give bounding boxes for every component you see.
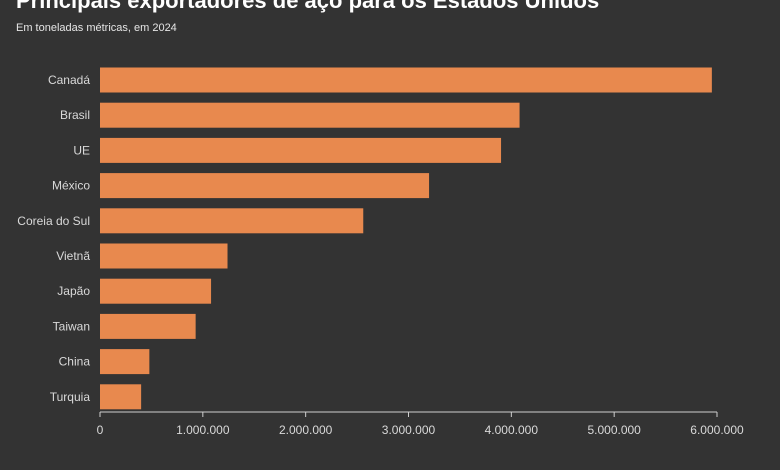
chart-title: Principais exportadores de aço para os E… — [16, 0, 600, 13]
bar-taiwan — [100, 313, 196, 339]
category-label-vietna: Vietnã — [56, 249, 90, 263]
category-label-ue: UE — [73, 143, 90, 157]
bar-mexico — [100, 173, 430, 199]
bar-japao — [100, 278, 212, 304]
category-label-coreia-do-sul: Coreia do Sul — [17, 214, 90, 228]
category-label-turquia: Turquia — [50, 390, 91, 404]
x-tick-label: 1.000.000 — [176, 423, 230, 437]
bar-ue — [100, 137, 502, 163]
x-tick-label: 6.000.000 — [690, 423, 744, 437]
bar-coreia-do-sul — [100, 208, 364, 234]
category-label-canada: Canadá — [48, 73, 90, 87]
x-tick-label: 4.000.000 — [485, 423, 539, 437]
category-label-brasil: Brasil — [60, 108, 90, 122]
chart-subtitle: Em toneladas métricas, em 2024 — [16, 22, 177, 34]
bar-vietna — [100, 243, 228, 269]
bar-brasil — [100, 102, 520, 128]
bar-china — [100, 349, 150, 375]
category-labels: Canadá Brasil UE México Coreia do Sul Vietnã J… — [17, 73, 90, 404]
x-tick-label: 0 — [97, 423, 104, 437]
bar-turquia — [100, 384, 142, 410]
x-axis: 0 1.000.000 2.000.000 3.000.000 4.000.000 5.0… — [97, 411, 744, 437]
x-tick-label: 5.000.000 — [587, 423, 641, 437]
x-tick-label: 3.000.000 — [382, 423, 436, 437]
bars-group — [100, 67, 712, 410]
category-label-china: China — [59, 355, 91, 369]
bar-canada — [100, 67, 712, 93]
category-label-taiwan: Taiwan — [53, 319, 90, 333]
category-label-mexico: México — [52, 179, 90, 193]
category-label-japao: Japão — [57, 284, 90, 298]
x-tick-label: 2.000.000 — [279, 423, 333, 437]
